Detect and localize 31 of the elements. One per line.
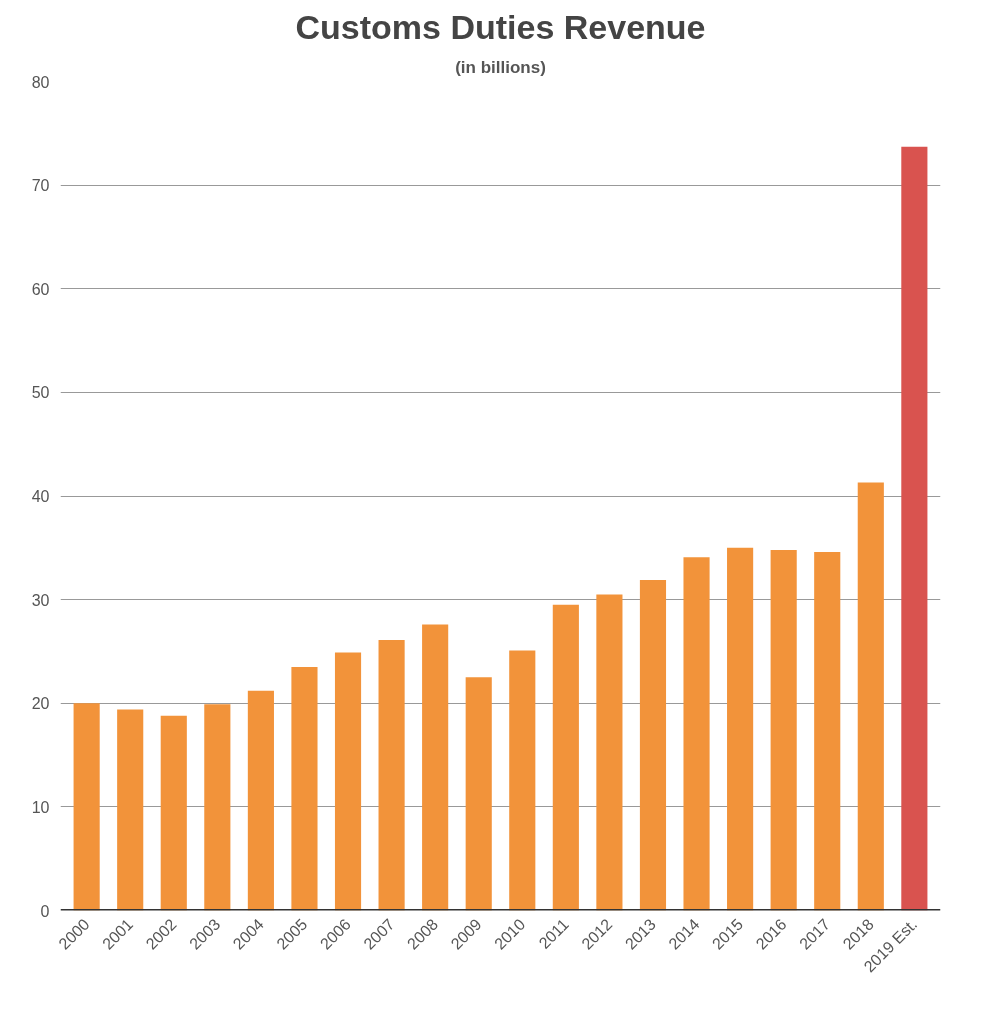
y-tick-label: 30 bbox=[31, 591, 50, 609]
bar bbox=[509, 650, 536, 911]
bar bbox=[814, 551, 841, 911]
y-tick-label: 0 bbox=[40, 902, 50, 920]
bar bbox=[465, 677, 492, 911]
y-tick-label: 10 bbox=[31, 798, 50, 816]
bar bbox=[378, 640, 405, 911]
bar bbox=[117, 709, 144, 911]
y-tick-label: 40 bbox=[31, 488, 50, 505]
bar bbox=[727, 547, 754, 911]
chart-subtitle: (in billions) bbox=[455, 57, 546, 77]
bar bbox=[334, 652, 362, 911]
y-tick-label: 20 bbox=[31, 695, 50, 713]
chart-title: Customs Duties Revenue bbox=[295, 7, 706, 46]
y-tick-label: 80 bbox=[31, 73, 50, 91]
y-tick-label: 50 bbox=[31, 384, 50, 402]
bar bbox=[901, 146, 928, 911]
bar bbox=[160, 715, 187, 911]
bar bbox=[552, 604, 579, 911]
bar bbox=[596, 594, 623, 911]
bar bbox=[857, 482, 884, 911]
bar bbox=[770, 549, 797, 911]
bar bbox=[422, 624, 449, 911]
bar bbox=[204, 704, 231, 911]
bar bbox=[291, 666, 318, 911]
bar bbox=[247, 690, 274, 911]
y-tick-label: 70 bbox=[31, 177, 50, 195]
y-tick-label: 60 bbox=[31, 280, 50, 298]
bar bbox=[683, 557, 710, 911]
bar bbox=[639, 579, 667, 911]
bar bbox=[73, 703, 100, 911]
